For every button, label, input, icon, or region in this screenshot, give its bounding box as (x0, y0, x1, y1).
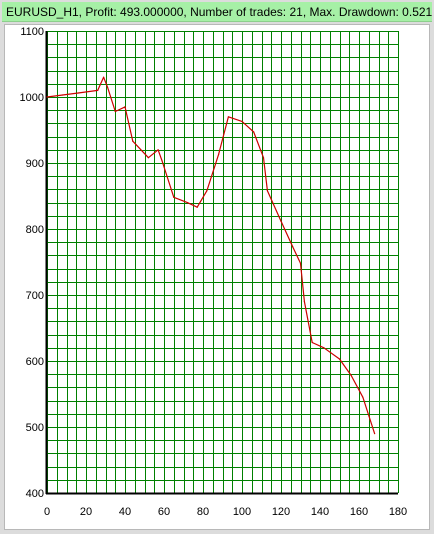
data-point (280, 220, 282, 222)
x-tick-label: 80 (197, 506, 209, 518)
series-layer (46, 76, 376, 435)
data-point (114, 110, 116, 113)
data-point (161, 160, 163, 162)
data-point (97, 89, 99, 91)
balance-line (46, 76, 376, 434)
data-point (374, 433, 376, 435)
data-point (350, 374, 352, 377)
data-point (218, 153, 220, 155)
data-point (147, 157, 149, 159)
data-point (106, 86, 109, 88)
window-title: EURUSD_H1, Profit: 493.000000, Number of… (2, 2, 432, 22)
data-point (62, 94, 64, 96)
data-point (338, 358, 341, 360)
data-point (157, 149, 159, 151)
y-tick-label: 500 (26, 422, 44, 434)
y-tick-label: 600 (26, 356, 44, 368)
y-tick-label: 1100 (20, 26, 44, 38)
y-tick-label: 900 (26, 158, 44, 170)
x-tick-label: 20 (80, 506, 92, 518)
x-tick-label: 60 (158, 506, 170, 518)
x-tick-label: 140 (311, 506, 329, 518)
grid (47, 31, 399, 494)
data-point (292, 246, 294, 248)
x-tick-label: 0 (44, 506, 50, 518)
data-point (253, 131, 255, 133)
data-point (262, 157, 265, 159)
y-tick-label: 400 (26, 488, 44, 500)
data-point (206, 190, 208, 192)
x-tick-label: 180 (389, 506, 407, 518)
data-point (77, 92, 79, 94)
data-point (241, 120, 243, 122)
data-point (311, 341, 313, 344)
data-point (227, 116, 229, 118)
axes (45, 31, 398, 495)
data-point (186, 202, 188, 204)
data-point (303, 301, 305, 303)
data-point (323, 347, 325, 349)
data-point (124, 106, 126, 108)
y-tick-label: 700 (26, 290, 44, 302)
data-point (103, 76, 105, 78)
x-tick-label: 120 (272, 506, 290, 518)
y-tick-label: 800 (26, 224, 44, 236)
data-point (173, 196, 175, 198)
data-point (46, 96, 48, 98)
data-point (299, 262, 302, 264)
data-point (132, 140, 134, 142)
x-tick-label: 160 (350, 506, 368, 518)
data-point (196, 206, 198, 208)
data-point (266, 190, 268, 192)
data-point (362, 396, 364, 398)
x-tick-label: 40 (119, 506, 131, 518)
y-tick-label: 1000 (20, 92, 44, 104)
x-tick-label: 100 (233, 506, 251, 518)
tick-labels: 0 20 40 60 80 100 120 140 160 180 400 500 600 700 800 9… (20, 26, 408, 518)
